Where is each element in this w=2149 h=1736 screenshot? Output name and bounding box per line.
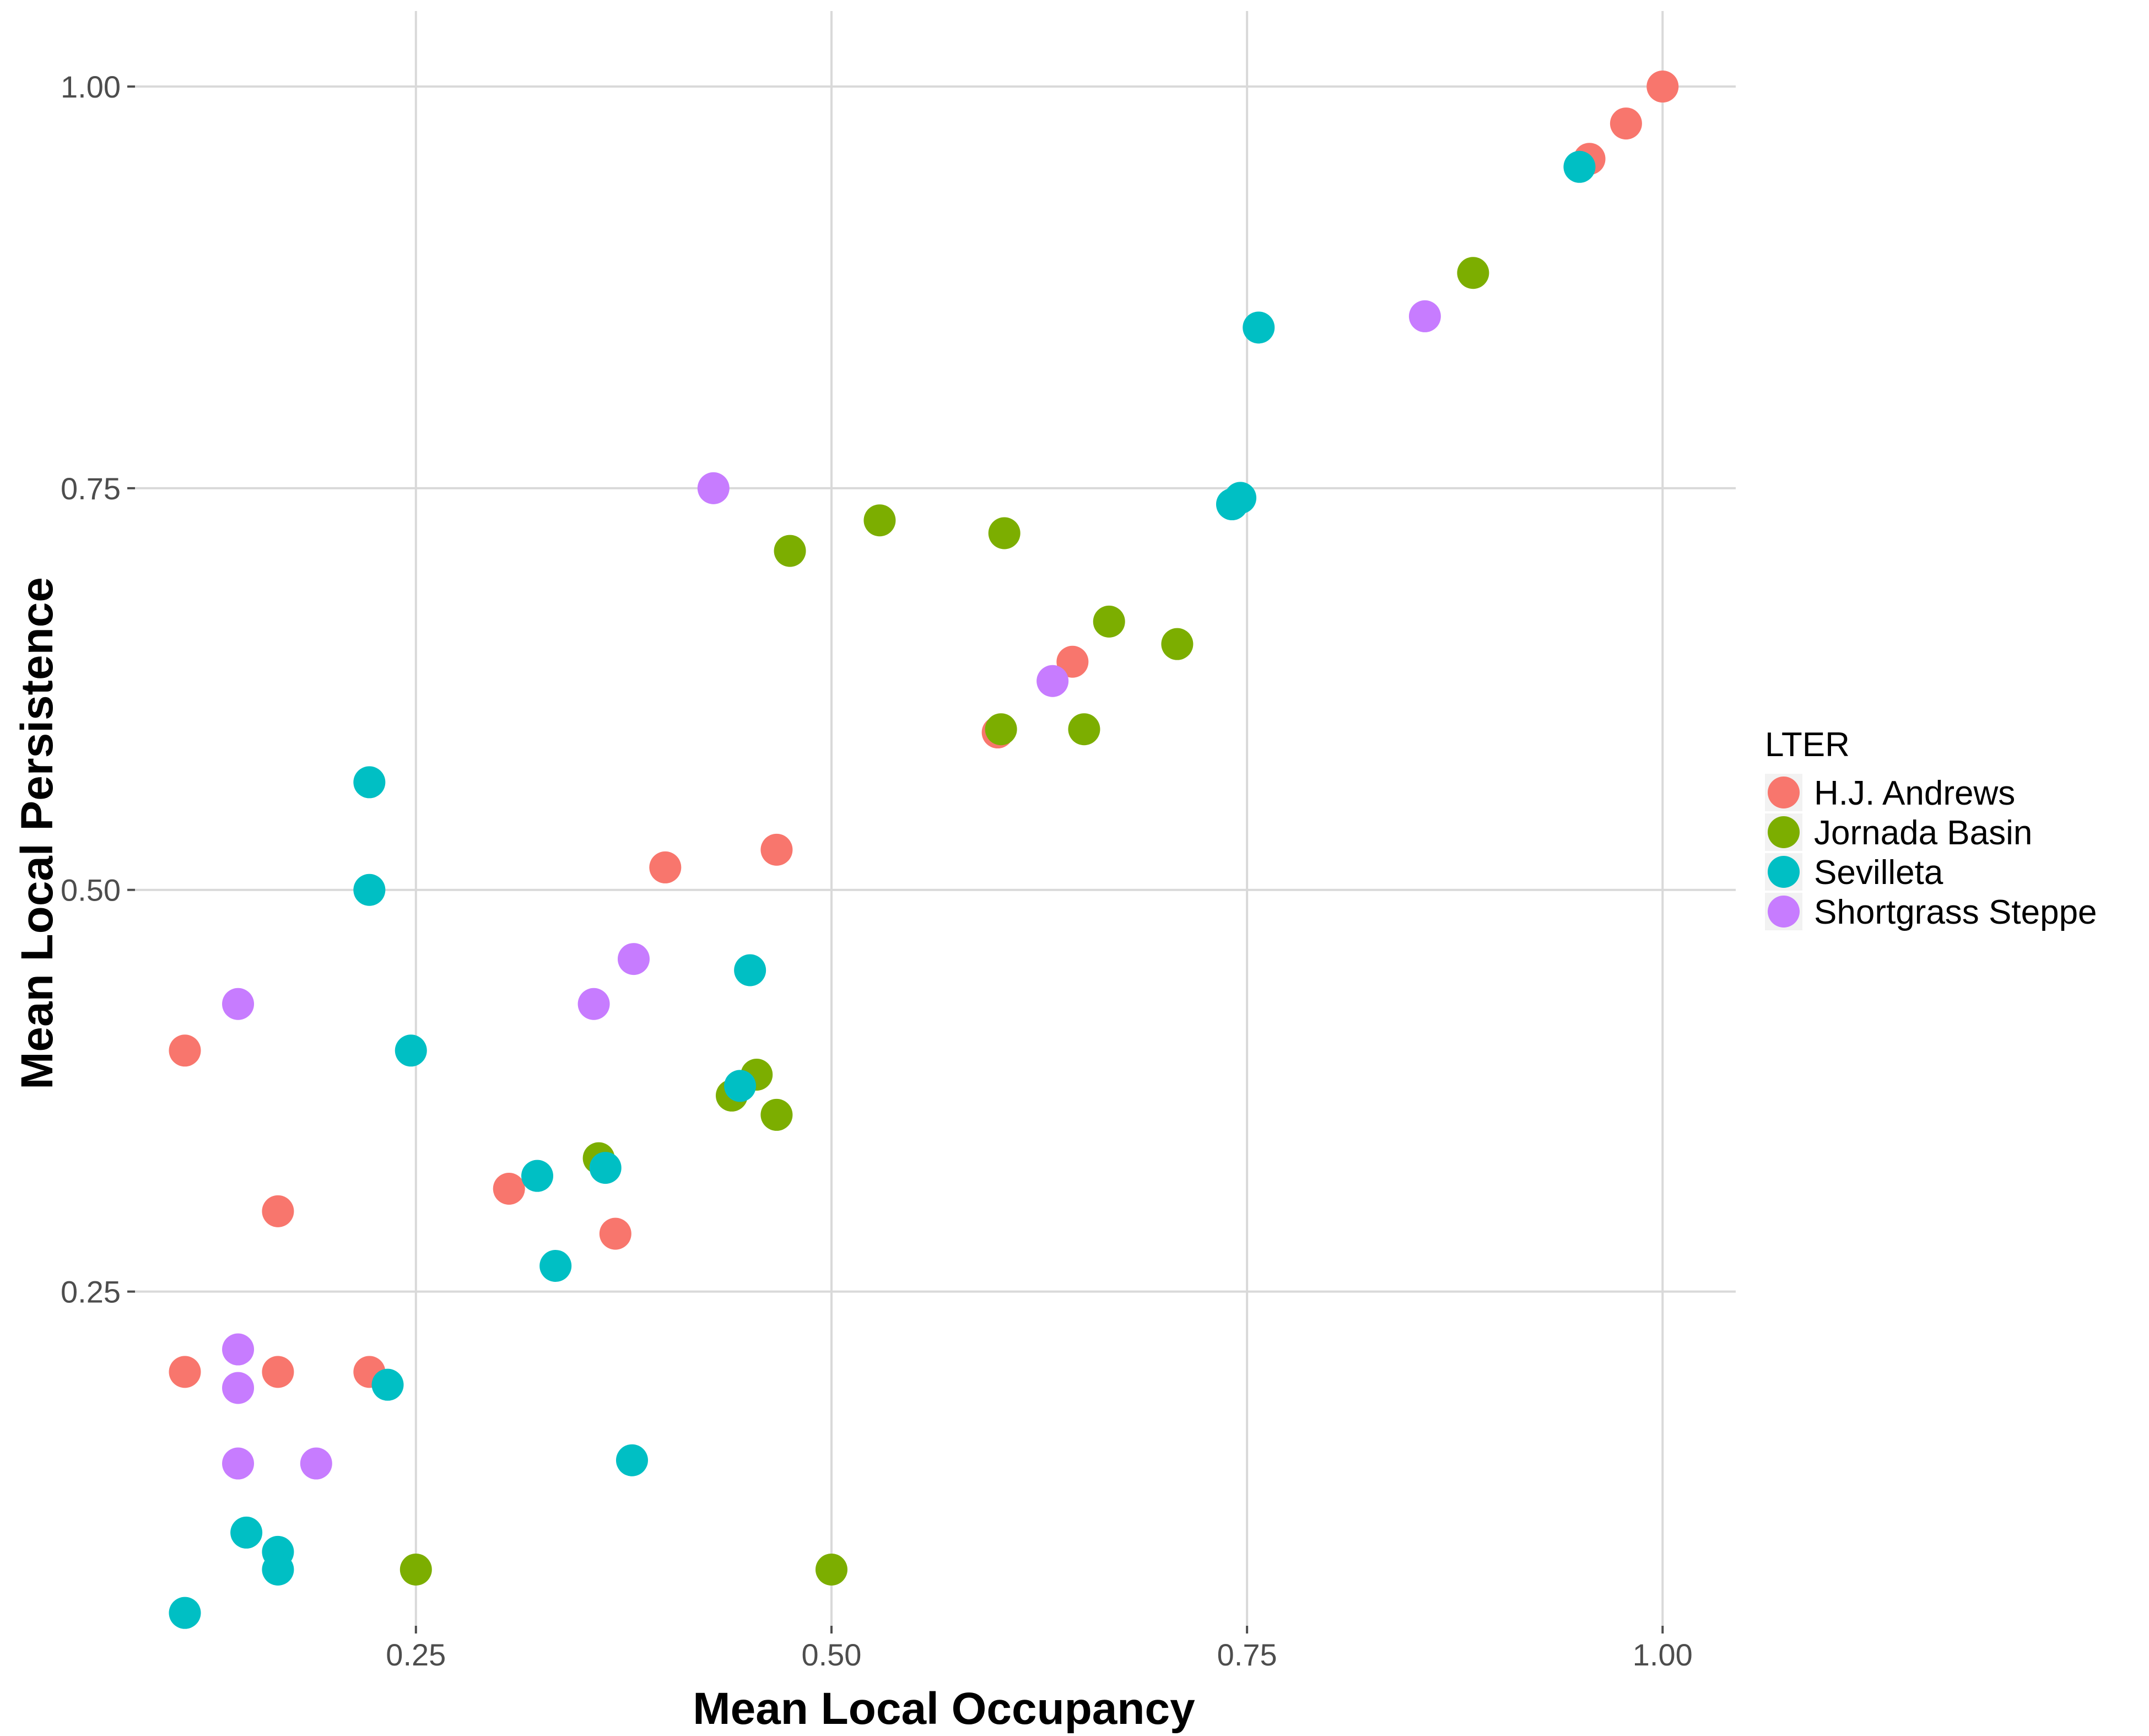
data-point <box>493 1173 525 1205</box>
data-point <box>1408 300 1441 332</box>
legend-label: H.J. Andrews <box>1814 774 2015 812</box>
data-point <box>599 1217 631 1250</box>
data-point <box>815 1553 847 1586</box>
data-point <box>1563 150 1596 183</box>
data-point <box>1610 107 1642 140</box>
data-point <box>222 988 255 1020</box>
data-point <box>395 1034 427 1067</box>
data-point <box>262 1356 294 1388</box>
data-point <box>1646 71 1679 103</box>
data-point <box>262 1195 294 1227</box>
data-point <box>371 1368 404 1401</box>
data-point <box>774 535 806 567</box>
data-point <box>1161 628 1194 660</box>
x-axis-title: Mean Local Occupancy <box>693 1684 1195 1734</box>
grid-layer <box>135 11 1736 1626</box>
series-group <box>222 300 1441 1480</box>
axes-layer: 0.25 0.50 0.75 1.00 0.25 0.50 0.75 1.00 <box>61 69 1693 1672</box>
legend-label: Sevilleta <box>1814 854 1943 892</box>
data-point <box>617 943 650 975</box>
legend-title: LTER <box>1765 726 1850 764</box>
y-tick-label: 0.75 <box>61 471 121 506</box>
legend-label: Jornada Basin <box>1814 814 2032 852</box>
data-point <box>1457 257 1489 289</box>
data-point <box>1224 482 1257 514</box>
data-point <box>399 1553 432 1586</box>
y-tick-label: 1.00 <box>61 69 121 104</box>
data-point <box>222 1333 255 1366</box>
data-point <box>988 517 1020 549</box>
x-tick-label: 0.75 <box>1217 1637 1277 1672</box>
data-point <box>734 954 766 986</box>
data-point <box>353 766 386 799</box>
data-point <box>1056 645 1089 678</box>
legend-key-marker <box>1768 896 1800 928</box>
data-point <box>760 1098 793 1131</box>
data-point <box>262 1553 294 1586</box>
legend-key-marker <box>1768 816 1800 848</box>
data-point <box>577 988 610 1020</box>
x-tick-label: 1.00 <box>1633 1637 1693 1672</box>
data-point <box>521 1160 554 1192</box>
data-point <box>169 1356 201 1388</box>
x-tick-label: 0.25 <box>386 1637 446 1672</box>
series-group <box>399 257 1489 1586</box>
data-point <box>169 1597 201 1629</box>
data-point <box>300 1447 332 1480</box>
data-point <box>649 851 682 883</box>
data-point <box>1243 311 1275 344</box>
data-point <box>589 1152 622 1184</box>
data-point <box>222 1447 255 1480</box>
data-point <box>169 1034 201 1067</box>
y-axis-title: Mean Local Persistence <box>12 577 62 1090</box>
series-group <box>169 150 1596 1629</box>
data-point <box>539 1249 572 1282</box>
data-point <box>985 713 1017 746</box>
data-point <box>1068 713 1100 746</box>
x-tick-label: 0.50 <box>801 1637 861 1672</box>
data-point <box>697 472 730 504</box>
data-point <box>615 1444 648 1476</box>
data-point <box>230 1516 263 1549</box>
legend-key-marker <box>1768 856 1800 888</box>
points-layer <box>169 71 1679 1629</box>
data-point <box>1093 605 1125 638</box>
data-point <box>724 1070 757 1102</box>
y-tick-label: 0.25 <box>61 1275 121 1309</box>
data-point <box>1036 665 1069 697</box>
legend-label: Shortgrass Steppe <box>1814 893 2097 931</box>
data-point <box>863 504 896 537</box>
y-tick-label: 0.50 <box>61 873 121 908</box>
legend-key-marker <box>1768 777 1800 808</box>
data-point <box>353 874 386 906</box>
series-group <box>169 71 1679 1388</box>
data-point <box>760 833 793 866</box>
data-point <box>222 1372 255 1404</box>
